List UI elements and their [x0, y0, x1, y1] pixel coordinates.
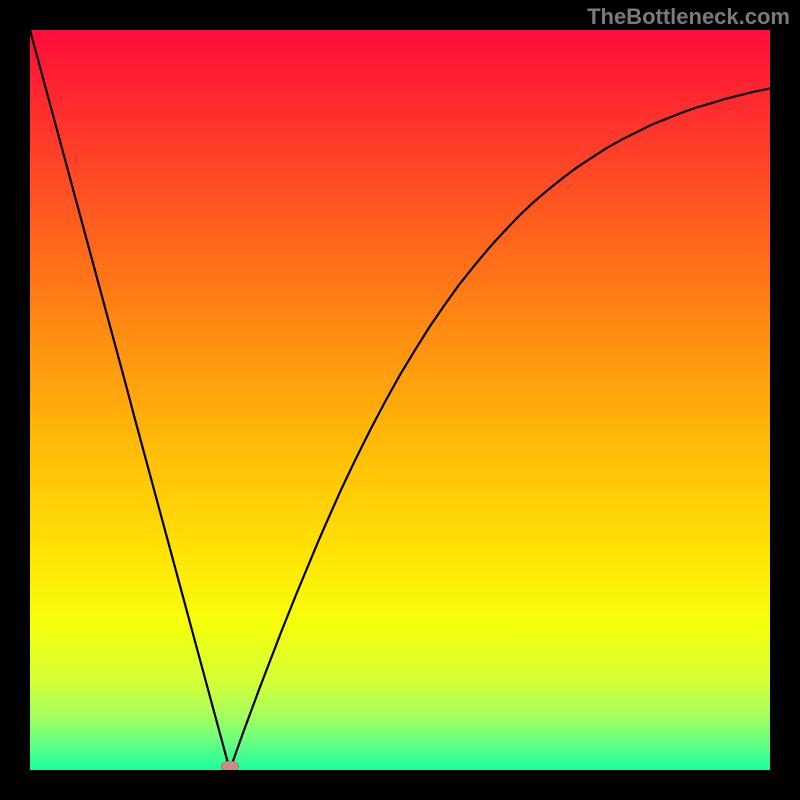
frame-left	[0, 0, 30, 800]
frame-right	[770, 0, 800, 800]
watermark-label: TheBottleneck.com	[587, 4, 790, 30]
chart-background	[30, 30, 770, 770]
bottleneck-minimum-marker	[221, 761, 239, 770]
chart-svg	[30, 30, 770, 770]
chart-plot-area	[30, 30, 770, 770]
frame-bottom	[0, 770, 800, 800]
